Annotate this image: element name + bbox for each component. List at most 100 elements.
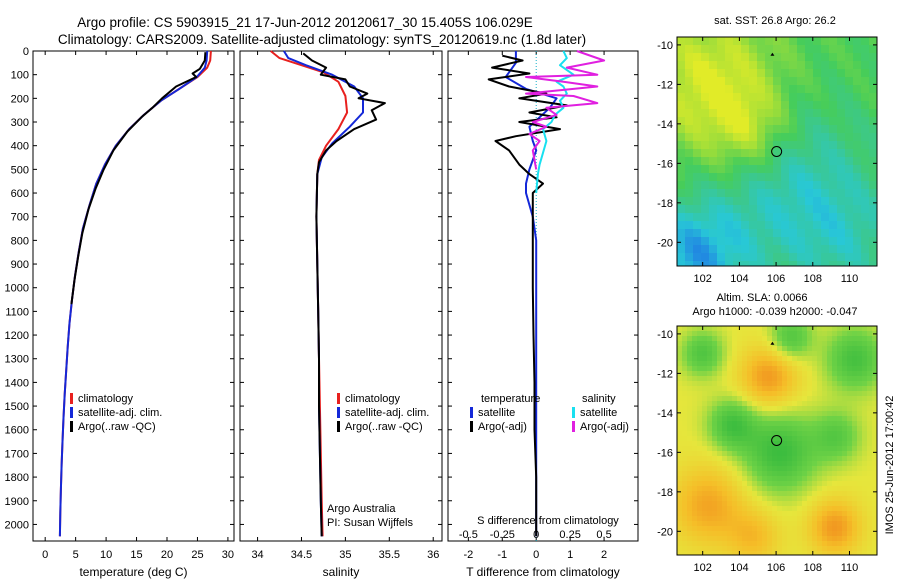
heatmap-cell (802, 491, 808, 497)
heatmap-cell (757, 261, 766, 266)
heatmap-cell (837, 181, 846, 190)
heatmap-cell (722, 491, 728, 497)
heatmap-cell (827, 376, 833, 382)
heatmap-cell (727, 366, 733, 372)
heatmap-cell (752, 326, 758, 332)
heatmap-cell (853, 189, 862, 198)
x-axis-label-top: S difference from climatology (477, 515, 619, 527)
heatmap-cell (725, 69, 734, 78)
heatmap-cell (732, 371, 738, 377)
heatmap-cell (857, 551, 863, 555)
heatmap-cell (822, 421, 828, 427)
heatmap-cell (692, 356, 698, 362)
heatmap-cell (767, 486, 773, 492)
heatmap-cell (709, 109, 718, 118)
heatmap-cell (692, 361, 698, 367)
heatmap-cell (805, 149, 814, 158)
heatmap-cell (832, 521, 838, 527)
heatmap-cell (772, 396, 778, 402)
heatmap-cell (867, 391, 873, 397)
heatmap-cell (805, 109, 814, 118)
heatmap-cell (869, 37, 877, 46)
heatmap-cell (725, 149, 734, 158)
heatmap-cell (807, 386, 813, 392)
heatmap-cell (767, 541, 773, 547)
heatmap-cell (762, 391, 768, 397)
heatmap-cell (797, 416, 803, 422)
heatmap-cell (685, 189, 694, 198)
heatmap-cell (707, 446, 713, 452)
heatmap-cell (712, 531, 718, 537)
heatmap-cell (812, 336, 818, 342)
heatmap-cell (862, 521, 868, 527)
heatmap-cell (693, 53, 702, 62)
legend-label: satellite-adj. clim. (345, 407, 429, 419)
heatmap-cell (717, 101, 726, 110)
heatmap-cell (702, 541, 708, 547)
heatmap-cell (857, 381, 863, 387)
heatmap-cell (812, 376, 818, 382)
heatmap-cell (749, 181, 758, 190)
heatmap-cell (693, 165, 702, 174)
heatmap-cell (682, 536, 688, 542)
heatmap-cell (767, 341, 773, 347)
heatmap-cell (722, 521, 728, 527)
heatmap-cell (827, 416, 833, 422)
heatmap-cell (797, 53, 806, 62)
x-tick-label: 104 (730, 273, 748, 285)
heatmap-cell (749, 245, 758, 254)
heatmap-cell (692, 491, 698, 497)
heatmap-cell (717, 261, 726, 266)
heatmap-cell (701, 213, 710, 222)
heatmap-cell (747, 436, 753, 442)
heatmap-cell (782, 546, 788, 552)
y-tick-label: 700 (11, 212, 29, 224)
heatmap-cell (817, 481, 823, 487)
heatmap-cell (722, 331, 728, 337)
heatmap-cell (845, 205, 854, 214)
credit-label: IMOS 25-Jun-2012 17:00:42 (884, 396, 896, 535)
heatmap-cell (805, 237, 814, 246)
heatmap-cell (772, 501, 778, 507)
heatmap-cell (732, 506, 738, 512)
heatmap-cell (692, 481, 698, 487)
heatmap-cell (727, 331, 733, 337)
heatmap-cell (737, 426, 743, 432)
heatmap-cell (757, 386, 763, 392)
heatmap-cell (817, 476, 823, 482)
heatmap-cell (687, 496, 693, 502)
heatmap-cell (822, 541, 828, 547)
heatmap-cell (842, 516, 848, 522)
heatmap-cell (772, 461, 778, 467)
heatmap-cell (727, 536, 733, 542)
heatmap-cell (773, 173, 782, 182)
heatmap-cell (777, 391, 783, 397)
heatmap-cell (697, 401, 703, 407)
heatmap-cell (777, 331, 783, 337)
heatmap-cell (682, 351, 688, 357)
heatmap-cell (852, 356, 858, 362)
heatmap-cell (732, 381, 738, 387)
heatmap-cell (867, 526, 873, 532)
heatmap-cell (842, 326, 848, 332)
heatmap-cell (682, 526, 688, 532)
heatmap-cell (787, 416, 793, 422)
heatmap-cell (842, 341, 848, 347)
heatmap-cell (762, 486, 768, 492)
heatmap-cell (742, 366, 748, 372)
heatmap-cell (837, 456, 843, 462)
heatmap-cell (692, 326, 698, 332)
heatmap-cell (717, 476, 723, 482)
heatmap-cell (697, 511, 703, 517)
heatmap-cell (682, 336, 688, 342)
heatmap-cell (813, 45, 822, 54)
heatmap-cell (847, 451, 853, 457)
heatmap-cell (727, 326, 733, 332)
heatmap-cell (827, 546, 833, 552)
heatmap-cell (687, 401, 693, 407)
y-tick-label: 300 (11, 117, 29, 129)
heatmap-cell (722, 326, 728, 332)
heatmap-cell (845, 93, 854, 102)
heatmap-cell (702, 516, 708, 522)
